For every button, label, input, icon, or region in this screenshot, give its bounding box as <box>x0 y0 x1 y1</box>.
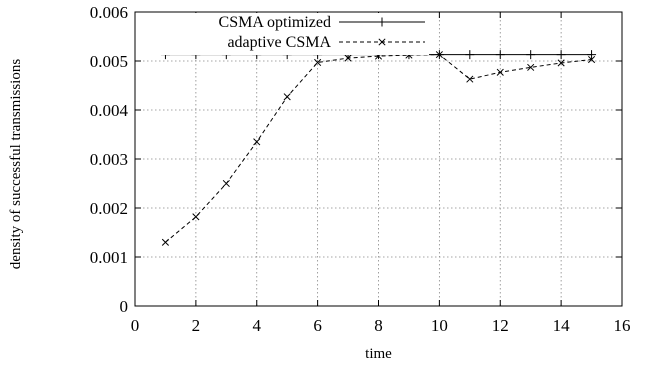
legend-marker <box>377 17 387 27</box>
data-point <box>222 179 230 188</box>
x-tick-label: 10 <box>431 316 448 335</box>
data-point <box>527 63 535 71</box>
x-tick-label: 2 <box>192 316 201 335</box>
data-point <box>344 54 352 62</box>
x-tick-label: 16 <box>614 316 631 335</box>
legend-marker <box>378 38 386 46</box>
marker-stroke <box>588 55 596 64</box>
data-point <box>253 138 261 146</box>
y-tick-label: 0.001 <box>90 248 128 267</box>
tick-labels: 0 2 4 6 8 10 12 14 16 0 0.001 0.002 0.003 0.004 0.005 0… <box>90 3 631 335</box>
y-tick-label: 0.003 <box>90 150 128 169</box>
marker-stroke <box>222 179 230 188</box>
marker-stroke <box>466 75 474 83</box>
data-point <box>557 59 565 67</box>
x-tick-label: 14 <box>553 316 571 335</box>
marker-stroke <box>161 238 169 246</box>
series-adaptive-csma <box>161 51 596 246</box>
data-point <box>283 93 291 101</box>
marker-stroke <box>253 138 261 146</box>
marker-stroke <box>496 68 504 76</box>
y-tick-label: 0.002 <box>90 199 128 218</box>
marker-stroke <box>192 213 200 221</box>
data-point <box>588 55 596 64</box>
data-point <box>314 58 322 67</box>
x-tick-label: 8 <box>374 316 383 335</box>
data-point <box>496 68 504 76</box>
marker-stroke <box>283 93 291 101</box>
y-tick-label: 0.004 <box>90 101 129 120</box>
data-point <box>465 50 475 60</box>
data-point <box>435 51 443 59</box>
grid <box>135 12 622 306</box>
data-point <box>161 238 169 246</box>
legend: CSMA optimized adaptive CSMA <box>219 14 425 51</box>
legend-label: CSMA optimized <box>219 14 331 31</box>
marker-stroke <box>435 51 443 59</box>
legend-label: adaptive CSMA <box>227 34 331 51</box>
y-tick-label: 0.006 <box>90 3 128 22</box>
x-tick-label: 0 <box>131 316 140 335</box>
y-axis-title: density of successful transmissions <box>8 59 24 270</box>
marker-stroke <box>527 63 535 71</box>
data-point <box>526 50 536 60</box>
marker-stroke <box>557 59 565 67</box>
marker-stroke <box>378 38 386 46</box>
data-point <box>192 213 200 221</box>
data-point <box>495 50 505 60</box>
x-axis-title: time <box>365 346 392 362</box>
data-point <box>556 50 566 60</box>
legend-background <box>137 13 429 55</box>
x-tick-label: 12 <box>492 316 509 335</box>
data-point <box>466 75 474 83</box>
marker-stroke <box>344 54 352 62</box>
y-tick-label: 0 <box>120 297 129 316</box>
y-tick-label: 0.005 <box>90 52 128 71</box>
marker-stroke <box>314 58 322 67</box>
data-point <box>587 50 597 60</box>
x-tick-label: 4 <box>253 316 262 335</box>
x-tick-label: 6 <box>313 316 322 335</box>
